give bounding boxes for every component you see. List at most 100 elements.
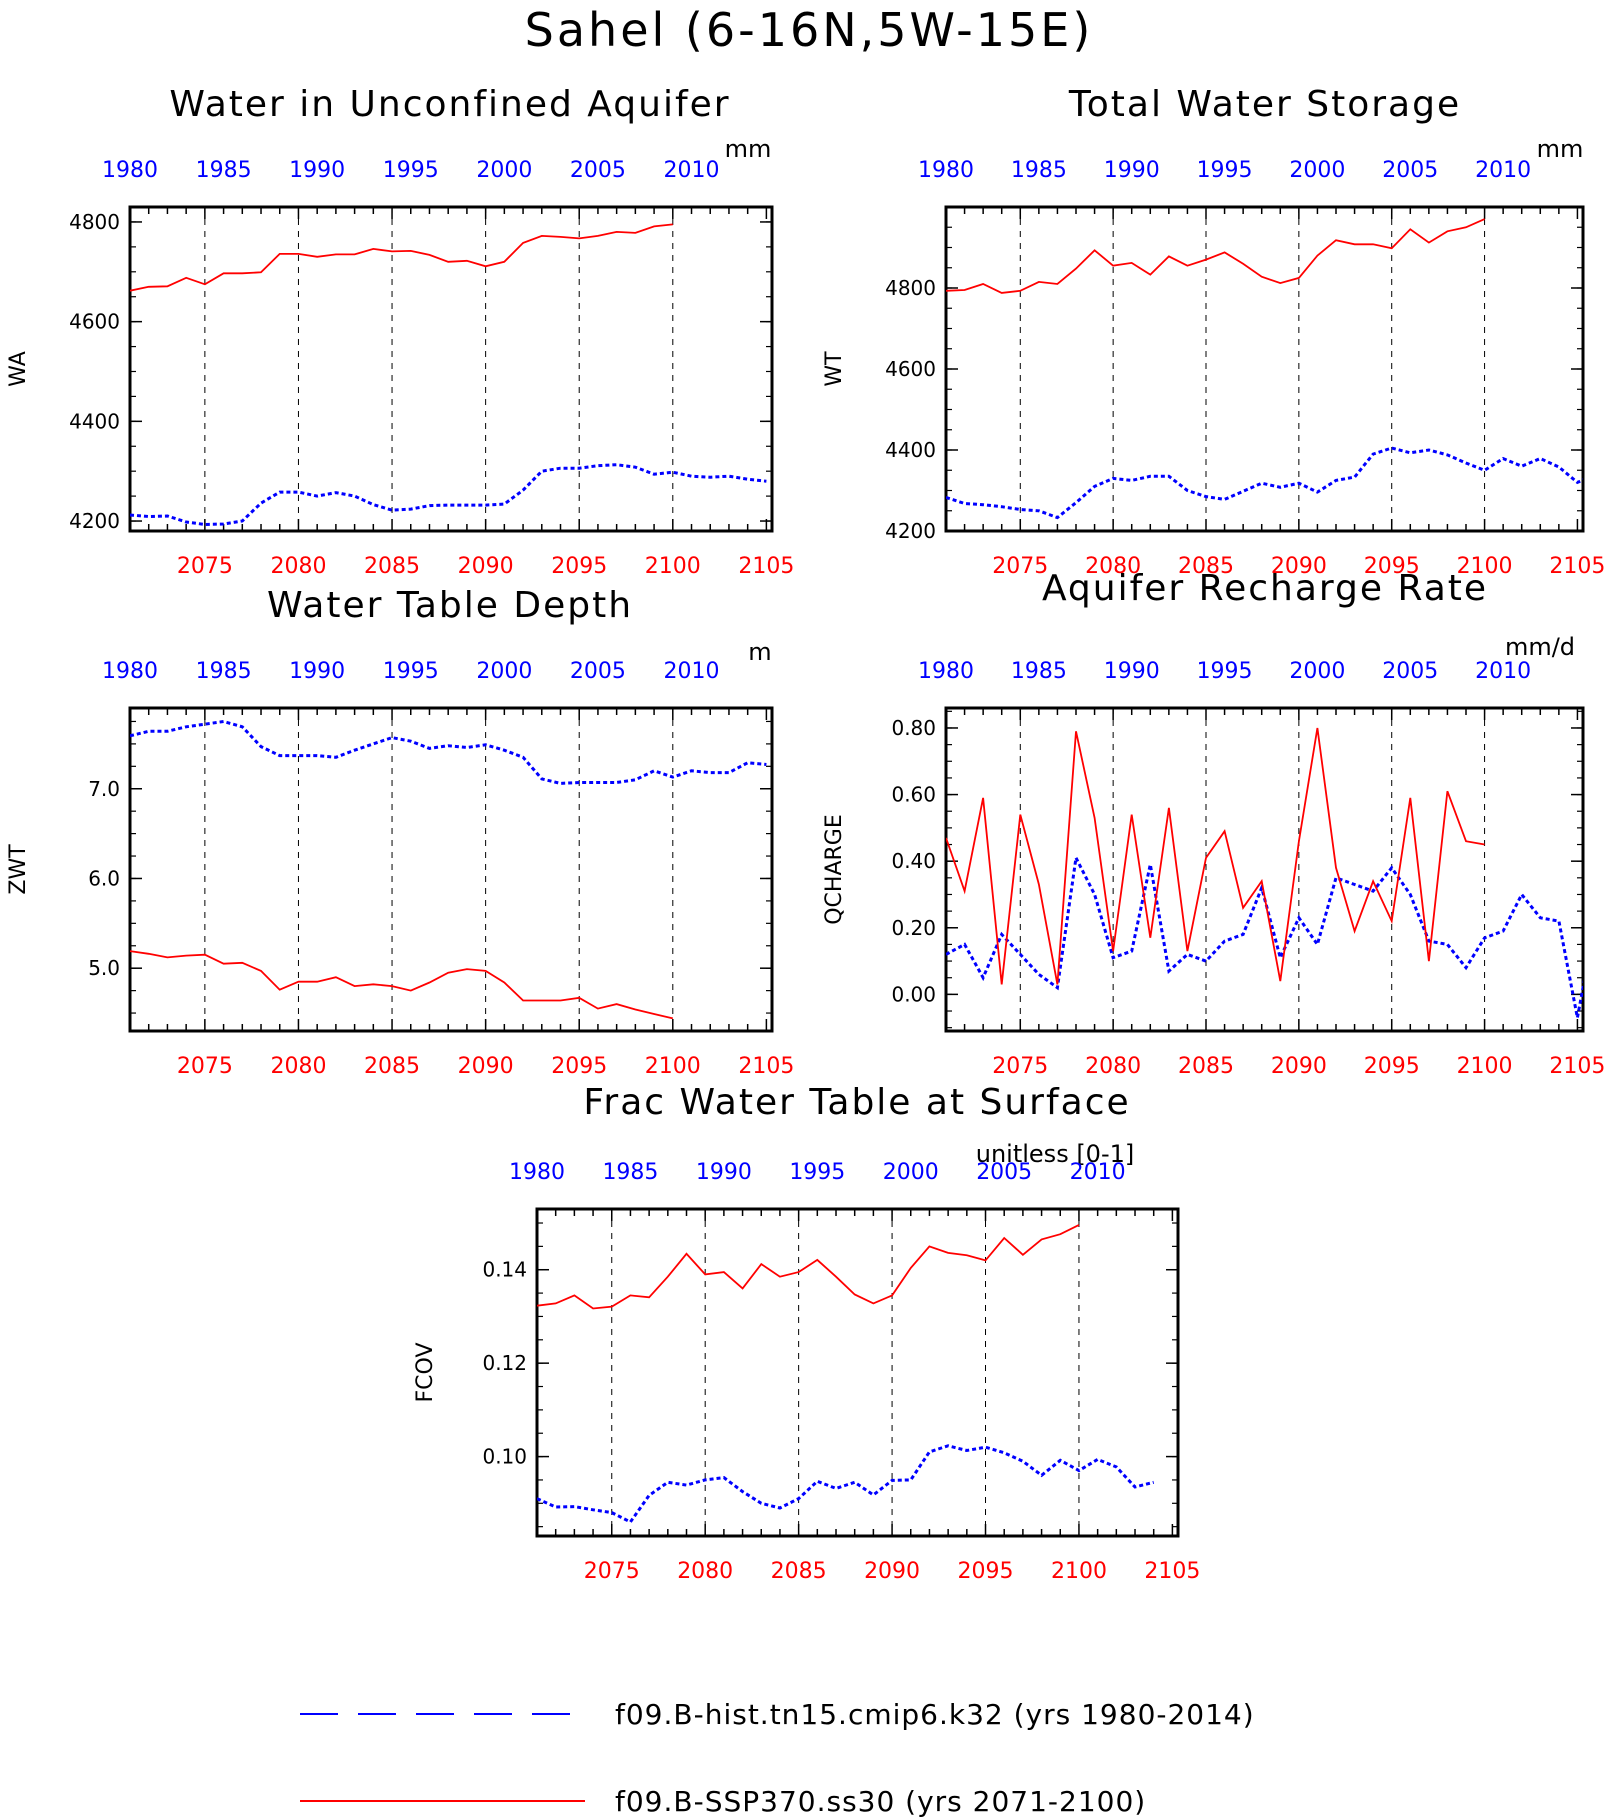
x-tick-label-bottom: 2090 <box>1271 1054 1327 1079</box>
y-tick-label: 5.0 <box>88 956 120 980</box>
y-axis-label: WA <box>6 351 31 387</box>
x-tick-label-bottom: 2105 <box>1549 1054 1605 1079</box>
x-tick-label-bottom: 2100 <box>1051 1559 1107 1584</box>
x-tick-label-bottom: 2080 <box>270 1054 326 1079</box>
y-tick-label: 0.00 <box>891 982 936 1006</box>
x-tick-label-top: 2000 <box>476 158 532 183</box>
plot-frame <box>944 706 1585 1033</box>
x-tick-label-top: 2010 <box>664 659 720 684</box>
x-tick-label-bottom: 2095 <box>1364 1054 1420 1079</box>
x-tick-label-top: 1995 <box>383 659 439 684</box>
x-tick-label-top: 2005 <box>570 158 626 183</box>
units-label: m <box>748 638 771 666</box>
figure-title: Sahel (6-16N,5W-15E) <box>525 3 1094 57</box>
x-tick-label-bottom: 2100 <box>645 554 701 579</box>
x-tick-label-bottom: 2095 <box>958 1559 1014 1584</box>
x-tick-label-top: 1990 <box>1104 659 1160 684</box>
y-tick-label: 0.14 <box>482 1258 527 1282</box>
units-label: unitless [0-1] <box>976 1140 1135 1168</box>
x-tick-label-top: 2005 <box>976 1160 1032 1185</box>
x-tick-label-bottom: 2075 <box>177 1054 233 1079</box>
x-tick-label-bottom: 2080 <box>1085 1054 1141 1079</box>
x-tick-label-bottom: 2100 <box>645 1054 701 1079</box>
x-tick-label-bottom: 2105 <box>1549 554 1605 579</box>
x-tick-label-top: 1985 <box>1011 659 1067 684</box>
x-tick-label-bottom: 2105 <box>738 1054 794 1079</box>
x-tick-label-top: 2010 <box>1070 1160 1126 1185</box>
x-tick-label-top: 1995 <box>789 1160 845 1185</box>
y-tick-label: 0.40 <box>891 849 936 873</box>
series-line-hist <box>946 446 1583 520</box>
x-tick-label-top: 2000 <box>883 1160 939 1185</box>
x-tick-label-top: 1985 <box>196 158 252 183</box>
x-tick-label-bottom: 2085 <box>364 1054 420 1079</box>
plot-frame <box>535 1207 1180 1538</box>
y-axis-label: FCOV <box>413 1343 438 1403</box>
y-tick-label: 4800 <box>69 210 120 234</box>
x-tick-label-top: 2005 <box>1382 659 1438 684</box>
x-tick-label-bottom: 2095 <box>551 554 607 579</box>
chart-panel-1: Water in Unconfined Aquifer mm 2075 2080 208… <box>6 84 794 579</box>
panels: Water in Unconfined Aquifer mm 2075 2080 208… <box>6 84 1605 1584</box>
x-tick-label-top: 1980 <box>102 158 158 183</box>
x-tick-label-top: 1980 <box>509 1160 565 1185</box>
plot-frame <box>128 205 774 533</box>
x-tick-label-top: 1990 <box>289 158 345 183</box>
y-tick-label: 4400 <box>69 409 120 433</box>
x-tick-label-bottom: 2090 <box>458 1054 514 1079</box>
y-tick-label: 0.20 <box>891 916 936 940</box>
y-tick-label: 0.60 <box>891 783 936 807</box>
series-line-ssp370 <box>946 727 1485 985</box>
units-label: mm <box>1537 135 1584 163</box>
units-label: mm/d <box>1505 633 1575 661</box>
series-line-hist <box>946 852 1583 1018</box>
panel-title: Frac Water Table at Surface <box>583 1082 1130 1123</box>
x-tick-label-bottom: 2090 <box>1271 554 1327 579</box>
x-tick-label-top: 2000 <box>1289 659 1345 684</box>
x-tick-label-top: 2000 <box>476 659 532 684</box>
x-tick-label-bottom: 2075 <box>584 1559 640 1584</box>
series-line-hist <box>130 463 767 527</box>
series-line-hist <box>537 1444 1155 1524</box>
x-tick-label-top: 2010 <box>1475 158 1531 183</box>
x-tick-label-top: 2005 <box>1382 158 1438 183</box>
x-tick-label-bottom: 2080 <box>677 1559 733 1584</box>
series-line-hist <box>130 719 767 785</box>
legend: f09.B-hist.tn15.cmip6.k32 (yrs 1980-2014… <box>300 1698 1254 1817</box>
x-tick-label-top: 2005 <box>570 659 626 684</box>
x-tick-label-top: 1990 <box>289 659 345 684</box>
panel-title: Water in Unconfined Aquifer <box>169 84 730 125</box>
x-tick-label-bottom: 2080 <box>270 554 326 579</box>
x-tick-label-bottom: 2080 <box>1085 554 1141 579</box>
x-tick-label-bottom: 2095 <box>1364 554 1420 579</box>
y-tick-label: 4800 <box>885 276 936 300</box>
x-tick-label-top: 1990 <box>696 1160 752 1185</box>
x-tick-label-top: 1985 <box>196 659 252 684</box>
y-tick-label: 4200 <box>885 519 936 543</box>
x-tick-label-top: 1985 <box>602 1160 658 1185</box>
chart-panel-3: Water Table Depth m 2075 2080 2085 2090 2095 21… <box>6 585 794 1079</box>
panel-title: Water Table Depth <box>267 585 633 626</box>
x-tick-label-bottom: 2085 <box>771 1559 827 1584</box>
x-tick-label-bottom: 2100 <box>1457 554 1513 579</box>
series-line-ssp370 <box>537 1224 1080 1310</box>
x-tick-label-bottom: 2085 <box>1178 1054 1234 1079</box>
x-tick-label-bottom: 2075 <box>992 1054 1048 1079</box>
x-tick-label-top: 1985 <box>1011 158 1067 183</box>
y-tick-label: 6.0 <box>88 866 120 890</box>
panel-title: Aquifer Recharge Rate <box>1042 568 1488 609</box>
series-line-ssp370 <box>130 223 673 292</box>
y-tick-label: 4600 <box>885 357 936 381</box>
chart-panel-2: Total Water Storage mm 2075 2080 2085 2090 209… <box>822 84 1605 579</box>
plot-frame <box>128 706 774 1033</box>
y-tick-label: 0.80 <box>891 716 936 740</box>
x-tick-label-top: 1980 <box>102 659 158 684</box>
x-tick-label-bottom: 2090 <box>864 1559 920 1584</box>
x-tick-label-top: 1980 <box>918 158 974 183</box>
x-tick-label-top: 1995 <box>1197 158 1253 183</box>
y-tick-label: 7.0 <box>88 777 120 801</box>
y-axis-label: WT <box>822 351 847 387</box>
x-tick-label-bottom: 2105 <box>738 554 794 579</box>
units-label: mm <box>725 135 772 163</box>
